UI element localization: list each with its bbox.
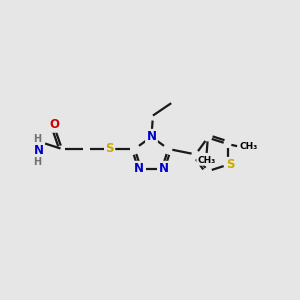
Text: CH₃: CH₃ [240,142,258,152]
Text: N: N [134,162,144,175]
Text: N: N [146,130,157,143]
Text: S: S [105,142,114,155]
Text: N: N [159,162,169,175]
Text: CH₃: CH₃ [197,156,215,165]
Text: S: S [226,158,234,171]
Text: H: H [33,157,41,166]
Text: O: O [50,118,60,131]
Text: N: N [33,144,43,157]
Text: H: H [33,134,41,144]
